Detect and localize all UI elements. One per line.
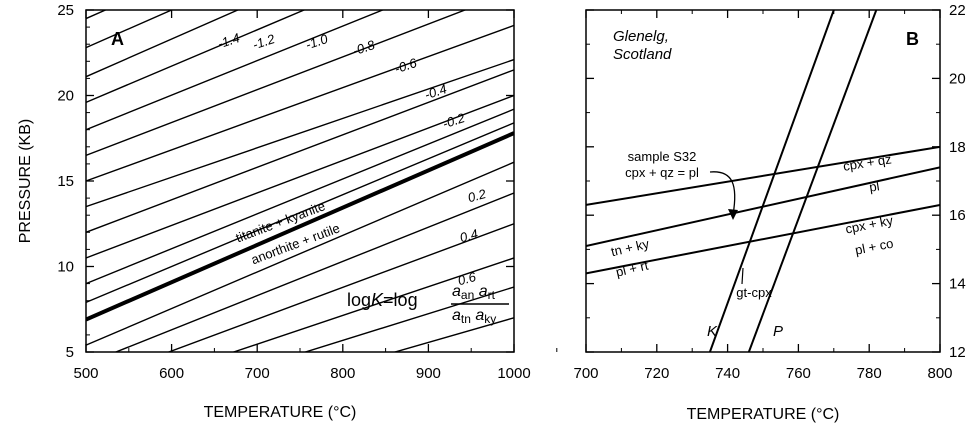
reaction-line-0 bbox=[586, 145, 940, 206]
eq-log: log bbox=[347, 290, 371, 310]
sample-leader-line bbox=[709, 171, 736, 216]
x-tick-label: 600 bbox=[159, 365, 184, 382]
contour-label: -0.2 bbox=[441, 110, 468, 131]
x-tick-label: 500 bbox=[73, 365, 98, 382]
reaction-line-4 bbox=[747, 10, 878, 352]
contour-line-9 bbox=[86, 94, 514, 259]
contour-line-5 bbox=[86, 10, 467, 157]
panel-letter-b: B bbox=[906, 29, 919, 49]
contour-line-17 bbox=[303, 286, 514, 352]
label-cpx-ky: cpx + ky bbox=[844, 213, 895, 237]
contour-line-8 bbox=[86, 69, 514, 233]
x-axis-title: TEMPERATURE (°C) bbox=[687, 406, 840, 423]
y-tick-label: 20 bbox=[57, 88, 74, 105]
equilibrium-equation: logK=log aan art atn aky bbox=[347, 283, 509, 326]
eq-k: K bbox=[371, 290, 384, 310]
contour-lines bbox=[86, 10, 514, 352]
eq-equals-log: =log bbox=[383, 290, 418, 310]
plot-frame-a bbox=[85, 9, 515, 353]
x-tick-label: 780 bbox=[857, 365, 882, 382]
contour-line-10 bbox=[86, 108, 514, 285]
contour-label: -0.6 bbox=[393, 55, 420, 76]
contour-line-1 bbox=[86, 10, 174, 49]
y-tick-label: 10 bbox=[57, 259, 74, 276]
reaction-line-3 bbox=[708, 10, 835, 352]
location-line-1: Glenelg, bbox=[613, 28, 669, 45]
panel-a: 500 600 700 800 900 1000 5 10 15 20 25 TEMPERATURE … bbox=[17, 2, 558, 421]
gt-cpx-connector bbox=[741, 267, 744, 285]
contour-label: -0.8 bbox=[351, 37, 378, 58]
contour-label: 0.4 bbox=[458, 226, 479, 245]
contour-line-3 bbox=[86, 10, 306, 103]
y-tick-label: 18 bbox=[949, 139, 966, 156]
contour-label: 0.6 bbox=[456, 269, 478, 288]
y-axis-title: PRESSURE (KB) bbox=[17, 119, 34, 243]
svg-text:aan art: aan art bbox=[452, 283, 496, 302]
x-tick-label: 740 bbox=[715, 365, 740, 382]
label-pl: pl bbox=[868, 178, 880, 194]
y-tick-label: 5 bbox=[66, 344, 74, 361]
x-tick-label: 720 bbox=[644, 365, 669, 382]
label-p: P bbox=[773, 323, 783, 340]
x-tick-label: 760 bbox=[786, 365, 811, 382]
sample-arrow-head bbox=[728, 209, 738, 220]
y-tick-label: 12 bbox=[949, 344, 966, 361]
reaction-lines bbox=[586, 10, 940, 352]
contour-label: -1.0 bbox=[304, 31, 331, 52]
label-pl-rt: pl + rt bbox=[614, 258, 650, 280]
label-pl-co: pl + co bbox=[854, 236, 895, 258]
x-tick-label: 800 bbox=[330, 365, 355, 382]
contour-line-18 bbox=[392, 317, 514, 352]
contour-line-14 bbox=[114, 192, 514, 352]
y-tick-label: 25 bbox=[57, 2, 74, 19]
contour-line-15 bbox=[166, 223, 514, 352]
sample-reaction-label: cpx + qz = pl bbox=[625, 165, 699, 180]
panel-letter-a: A bbox=[111, 29, 124, 49]
y-tick-label: 15 bbox=[57, 173, 74, 190]
svg-text:logK=log: logK=log bbox=[347, 290, 418, 310]
reaction-line-2 bbox=[586, 203, 940, 275]
contour-label: -1.4 bbox=[216, 30, 242, 51]
contour-line-11 bbox=[86, 122, 514, 304]
contour-line-2 bbox=[86, 10, 240, 78]
sample-label: sample S32 bbox=[628, 149, 697, 164]
label-cpx-qz: cpx + qz bbox=[842, 151, 893, 173]
equilibrium-line bbox=[86, 131, 514, 322]
contour-label: -0.4 bbox=[423, 81, 449, 102]
x-tick-label: 1000 bbox=[497, 365, 530, 382]
contour-label: 0.2 bbox=[466, 186, 488, 205]
panel-b: 700 720 740 760 780 800 12 14 16 18 20 22 TEMPERATUR… bbox=[573, 2, 965, 423]
label-k: K bbox=[707, 323, 718, 340]
contour-label: -1.2 bbox=[251, 31, 278, 52]
x-tick-label: 800 bbox=[927, 365, 952, 382]
contour-line-4 bbox=[86, 10, 385, 131]
contour-line-6 bbox=[86, 24, 514, 182]
contour-line-16 bbox=[231, 257, 514, 352]
x-tick-label: 700 bbox=[245, 365, 270, 382]
x-tick-label: 700 bbox=[573, 365, 598, 382]
contour-line-7 bbox=[86, 58, 514, 208]
y-tick-label: 16 bbox=[949, 207, 966, 224]
y-tick-label: 20 bbox=[949, 70, 966, 87]
location-line-2: Scotland bbox=[613, 46, 672, 63]
y-tick-label: 22 bbox=[949, 2, 966, 19]
x-axis-title: TEMPERATURE (°C) bbox=[204, 404, 357, 421]
contour-line-13 bbox=[86, 161, 514, 346]
y-tick-label: 14 bbox=[949, 276, 966, 293]
label-gt-cpx: gt-cpx bbox=[736, 285, 772, 300]
x-tick-label: 900 bbox=[416, 365, 441, 382]
svg-text:atn aky: atn aky bbox=[452, 307, 496, 326]
